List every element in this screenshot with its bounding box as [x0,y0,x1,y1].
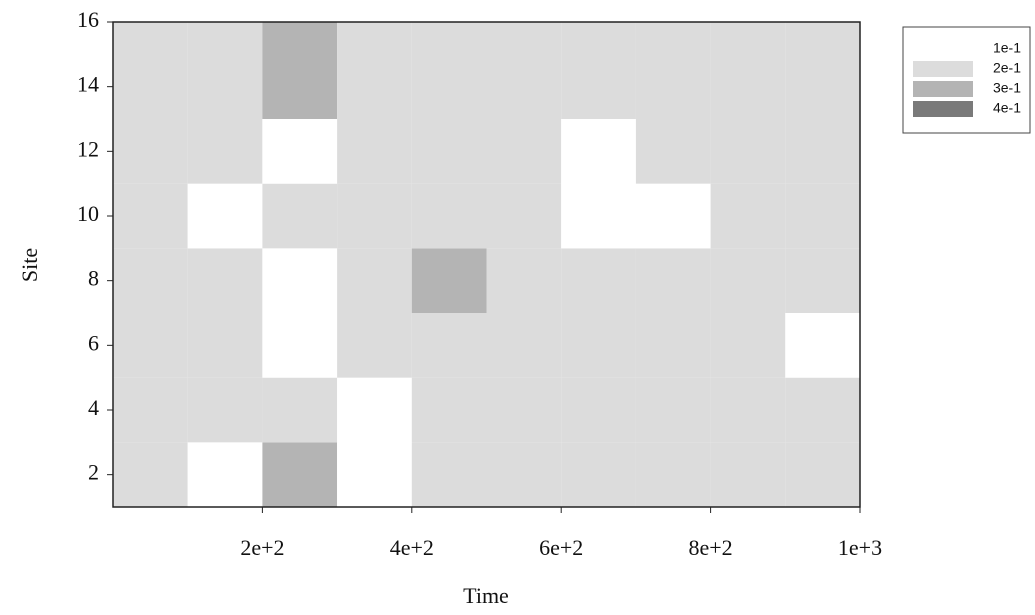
heat-cell [411,377,487,443]
heat-cell [635,313,711,378]
x-tick-label: 1e+3 [838,535,882,560]
y-tick-label: 12 [77,136,99,161]
heat-cell [262,248,338,313]
legend-swatch [913,81,973,97]
heat-cell [710,183,786,249]
heat-cell [411,313,487,378]
heat-cell [187,22,263,119]
heat-cell [561,119,636,184]
heat-cell [486,377,562,443]
heat-cell [411,119,487,184]
heat-cell [785,22,860,119]
legend-swatch [913,61,973,77]
heat-cell [486,22,562,119]
heat-cell [710,22,786,119]
heat-cell [337,22,412,119]
heat-cell [486,183,562,249]
heat-cell [710,248,786,313]
heat-cell [187,377,263,443]
y-tick-label: 8 [88,266,99,291]
heat-cell [113,442,188,507]
heat-cell [635,183,711,249]
legend-label: 1e-1 [993,40,1021,56]
heat-cell [113,377,188,443]
heat-cell [187,183,263,249]
heat-cell [785,248,860,313]
heat-cell [187,248,263,313]
heat-cell [561,248,636,313]
heat-cell [262,183,338,249]
heat-cell [113,183,188,249]
heat-cell [561,442,636,507]
heat-cell [262,377,338,443]
legend-swatch [913,101,973,117]
heat-cell [785,119,860,184]
y-tick-label: 16 [77,7,99,32]
heat-cell [785,442,860,507]
heat-cell [561,313,636,378]
heat-cell [411,442,487,507]
heat-cell [337,119,412,184]
heat-cell [187,442,263,507]
heat-cell [635,22,711,119]
x-axis-label: Time [463,583,509,608]
heat-cell [411,183,487,249]
heat-cell [187,313,263,378]
heat-cell [710,313,786,378]
y-tick-label: 10 [77,201,99,226]
heat-cell [337,248,412,313]
heat-cell [785,377,860,443]
heat-cell [113,248,188,313]
y-axis-label: Site [17,248,42,282]
heat-cell [635,248,711,313]
heat-cell [635,119,711,184]
heat-cell [561,22,636,119]
heat-cell [262,119,338,184]
heat-cell [785,183,860,249]
heat-cell [262,442,338,507]
legend-swatch [913,41,973,57]
heat-cell [113,22,188,119]
x-tick-label: 2e+2 [240,535,284,560]
heat-cell [337,313,412,378]
heat-cell [337,377,412,443]
x-tick-label: 4e+2 [390,535,434,560]
heat-cell [785,313,860,378]
heat-cell [710,119,786,184]
heat-cell [486,248,562,313]
heat-cell [635,442,711,507]
heat-cell [262,313,338,378]
heat-cell [486,442,562,507]
heat-cell [411,22,487,119]
y-tick-label: 6 [88,330,99,355]
legend-label: 2e-1 [993,60,1021,76]
heat-cell [635,377,711,443]
heat-cell [337,442,412,507]
x-tick-label: 8e+2 [689,535,733,560]
y-tick-label: 14 [77,72,99,97]
heat-cell [561,183,636,249]
heat-cell [710,442,786,507]
y-tick-label: 4 [88,395,99,420]
heat-cell [187,119,263,184]
heat-cell [710,377,786,443]
heat-cell [337,183,412,249]
heat-cell [262,22,338,119]
plot-frame [112,21,861,508]
heat-cell [411,248,487,313]
heat-cell [113,313,188,378]
heat-cell [486,119,562,184]
heat-cell [486,313,562,378]
heat-cell [113,119,188,184]
legend-label: 3e-1 [993,80,1021,96]
y-tick-label: 2 [88,460,99,485]
legend-label: 4e-1 [993,100,1021,116]
x-tick-label: 6e+2 [539,535,583,560]
heat-cell [561,377,636,443]
